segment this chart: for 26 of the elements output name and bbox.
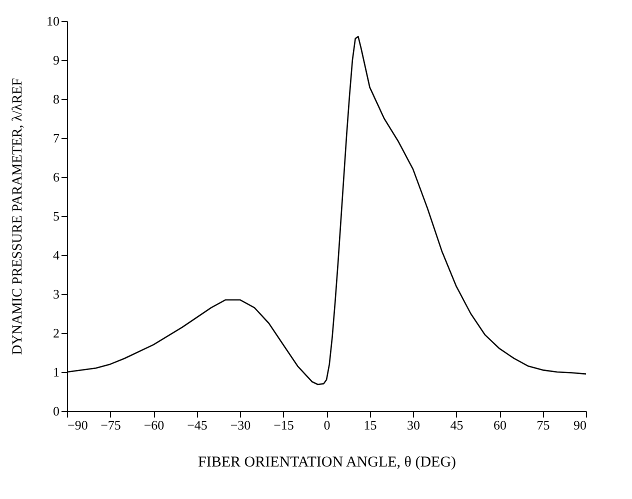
x-tick-label: −75 (100, 418, 121, 432)
x-tick-label: −30 (230, 418, 251, 432)
x-tick-label: 75 (536, 418, 550, 432)
y-tick-label: 0 (53, 404, 60, 418)
x-tick-label: 90 (574, 418, 586, 432)
y-tick-label: 5 (53, 208, 60, 224)
x-tick-label: 15 (364, 418, 377, 432)
x-axis-title: FIBER ORIENTATION ANGLE, θ (DEG) (198, 454, 456, 470)
x-tick-label: −90 (68, 418, 88, 432)
y-tick-label: 9 (53, 52, 60, 68)
y-tick-label: 4 (53, 248, 60, 262)
x-tick-label: 30 (407, 418, 420, 432)
y-tick-label: 10 (46, 14, 60, 28)
x-tick-label: 60 (494, 418, 506, 432)
y-axis-title: DYNAMIC PRESSURE PARAMETER, λ/λREF (10, 78, 26, 355)
x-tick-label: −45 (187, 418, 208, 432)
x-tick-label: −60 (144, 418, 164, 432)
y-tick-label: 1 (53, 364, 60, 380)
x-tick-label: 45 (450, 418, 464, 432)
x-tick-label: 0 (324, 418, 330, 432)
y-tick-label: 7 (53, 130, 60, 146)
x-tick-label: −15 (274, 418, 294, 432)
y-tick-label: 2 (53, 326, 60, 340)
y-tick-label: 8 (53, 92, 60, 106)
y-tick-label: 3 (53, 286, 60, 302)
y-tick-label: 6 (53, 170, 60, 184)
